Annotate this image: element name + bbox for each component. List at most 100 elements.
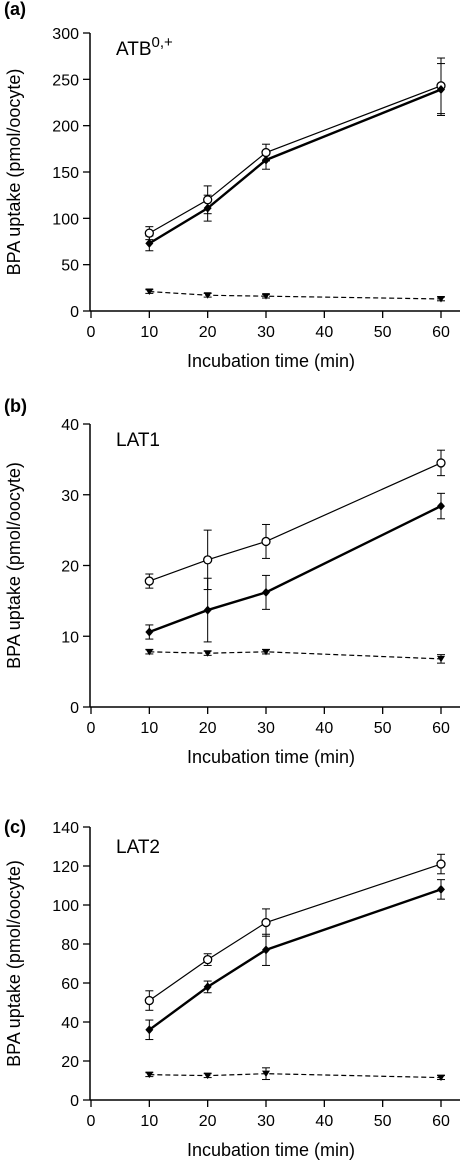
x-tick-label: 0 [87, 324, 96, 341]
y-tick-label: 40 [61, 417, 79, 434]
chart-title-main: LAT2 [116, 837, 160, 858]
x-tick-label: 30 [257, 324, 275, 341]
data-point-filled-diamond [437, 501, 445, 511]
data-point-filled-triangle [437, 1074, 445, 1082]
x-tick-label: 10 [140, 324, 158, 341]
data-point-filled-triangle [203, 1072, 212, 1080]
x-tick-label: 50 [374, 324, 392, 341]
y-tick-label: 150 [52, 165, 79, 182]
x-tick-label: 30 [257, 1113, 275, 1130]
x-tick-label: 10 [140, 720, 158, 737]
y-tick-label: 30 [61, 488, 79, 505]
data-point-filled-triangle [262, 1070, 270, 1078]
series-line [148, 88, 442, 245]
chart-title-main: ATB [116, 39, 152, 60]
data-point-filled-triangle [262, 648, 270, 656]
data-point-filled-triangle [262, 293, 270, 300]
chart-title-superscript: 0,+ [152, 34, 174, 51]
series-line [149, 85, 442, 234]
chart-title-main: LAT1 [116, 430, 160, 451]
y-axis-label: BPA uptake (pmol/oocyte) [4, 860, 24, 1067]
series-line [149, 1073, 442, 1079]
y-tick-label: 120 [52, 859, 79, 876]
data-point-filled-diamond [145, 1025, 154, 1035]
x-tick-label: 10 [140, 1113, 158, 1130]
data-point-filled-triangle [203, 650, 212, 657]
data-point-open-circle [436, 859, 446, 869]
panel-label: (a) [4, 0, 26, 19]
data-point-open-circle [144, 995, 154, 1006]
data-point-open-circle [144, 228, 154, 238]
x-tick-label: 50 [374, 720, 392, 737]
x-tick-label: 60 [432, 1113, 450, 1130]
x-tick-label: 40 [315, 720, 333, 737]
y-axis-label: BPA uptake (pmol/oocyte) [4, 69, 24, 276]
x-tick-label: 30 [257, 720, 275, 737]
y-tick-label: 10 [61, 629, 79, 646]
y-tick-label: 140 [52, 820, 79, 837]
data-point-filled-triangle [437, 295, 445, 303]
series-line [148, 888, 442, 1031]
y-tick-label: 50 [61, 258, 79, 275]
data-point-filled-triangle [145, 288, 154, 296]
data-point-filled-diamond [262, 945, 270, 955]
data-point-open-circle [203, 954, 213, 965]
series-line [149, 462, 442, 582]
data-point-filled-triangle [145, 1071, 154, 1079]
y-tick-label: 20 [61, 1054, 79, 1071]
y-tick-label: 250 [52, 72, 79, 89]
y-tick-label: 100 [52, 211, 79, 228]
data-point-open-circle [261, 536, 271, 547]
series-line [148, 863, 442, 1002]
chart-title: LAT1 [116, 430, 160, 451]
x-tick-label: 0 [87, 1113, 96, 1130]
data-point-open-circle [261, 917, 271, 928]
data-point-filled-diamond [437, 85, 445, 95]
x-tick-label: 50 [374, 1113, 392, 1130]
y-tick-label: 0 [70, 1093, 79, 1110]
x-tick-label: 20 [199, 720, 217, 737]
data-point-filled-diamond [437, 884, 445, 894]
chart-panel-2: (b) LAT1 0 10 20 30 40 0 10 20 30 40 50 60 Incubation … [4, 396, 460, 767]
y-tick-label: 0 [70, 700, 79, 717]
y-axis-label: BPA uptake (pmol/oocyte) [4, 462, 24, 669]
data-point-filled-diamond [145, 238, 154, 248]
x-tick-label: 40 [315, 1113, 333, 1130]
x-tick-label: 0 [87, 720, 96, 737]
data-point-open-circle [203, 195, 213, 205]
data-point-filled-diamond [203, 982, 212, 992]
chart-panel-1: (a) ATB0,+ 0 50 100 150 200 250 300 0 10 20 30 40 50 60… [4, 0, 460, 371]
data-point-filled-diamond [262, 155, 270, 165]
data-point-filled-triangle [203, 292, 212, 299]
y-tick-label: 0 [70, 304, 79, 321]
x-tick-label: 60 [432, 324, 450, 341]
x-axis-label: Incubation time (min) [187, 1140, 355, 1160]
data-point-open-circle [261, 147, 271, 158]
x-tick-label: 20 [199, 1113, 217, 1130]
data-point-open-circle [436, 458, 446, 468]
x-axis-label: Incubation time (min) [187, 747, 355, 767]
series-line [149, 651, 442, 660]
y-tick-label: 200 [52, 119, 79, 136]
data-point-filled-diamond [203, 605, 212, 615]
series-line [149, 290, 442, 300]
y-tick-label: 40 [61, 1015, 79, 1032]
x-tick-label: 20 [199, 324, 217, 341]
x-tick-label: 40 [315, 324, 333, 341]
data-point-filled-diamond [145, 627, 154, 637]
x-tick-label: 60 [432, 720, 450, 737]
series-line [148, 504, 442, 634]
y-tick-label: 20 [61, 559, 79, 576]
y-tick-label: 100 [52, 898, 79, 915]
y-tick-label: 80 [61, 937, 79, 954]
data-point-filled-triangle [145, 648, 154, 656]
data-point-filled-triangle [437, 655, 445, 663]
chart-panel-3: (c) LAT2 0 20 40 60 80 100 120 140 0 10 20 30 40 50 60 In… [4, 817, 460, 1160]
data-point-filled-diamond [262, 587, 270, 597]
data-point-filled-diamond [203, 203, 212, 213]
y-tick-label: 300 [52, 26, 79, 43]
panel-label: (c) [4, 817, 26, 837]
x-axis-label: Incubation time (min) [187, 351, 355, 371]
chart-title: LAT2 [116, 837, 160, 858]
